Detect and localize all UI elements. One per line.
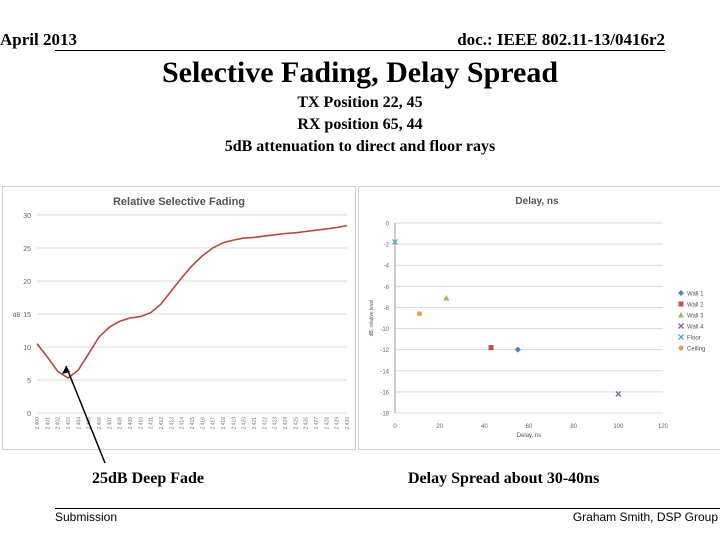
legend-marker (678, 345, 684, 351)
slide-title: Selective Fading, Delay Spread (161, 56, 559, 89)
chart-title: Relative Selective Fading (113, 196, 245, 208)
x-tick-label: 2.405 (87, 417, 93, 430)
x-tick-label: 40 (481, 424, 488, 430)
x-tick-label: 2.412 (159, 417, 165, 430)
delay-chart-panel: Delay, ns 0 -2 -4 -6 -8 -10 -12 -14 -16 -18 0 20 40 60… (358, 186, 720, 450)
x-axis-label: Delay, ns (517, 433, 542, 439)
caption-deep-fade: 25dB Deep Fade (92, 470, 204, 487)
legend-label: Floor (687, 336, 701, 342)
y-tick-label: 25 (23, 246, 31, 253)
chart-title: Delay, ns (515, 196, 559, 207)
x-tick-label: 2.402 (56, 417, 62, 430)
x-tick-label: 2.414 (180, 417, 186, 430)
legend-marker (678, 290, 684, 296)
x-tick-label: 2.425 (293, 417, 299, 430)
x-tick-label: 2.401 (45, 417, 51, 430)
x-tick-label: 2.403 (66, 417, 72, 430)
x-tick-label: 2.417 (211, 417, 217, 430)
x-tick-label: 2.430 (345, 417, 351, 430)
y-tick-label: 20 (23, 279, 31, 286)
y-tick-label: 5 (27, 378, 31, 385)
caption-delay-spread: Delay Spread about 30-40ns (408, 470, 600, 487)
point-wall-4 (615, 391, 622, 397)
point-floor (392, 239, 398, 245)
footer-author: Graham Smith, DSP Group (572, 510, 718, 524)
x-tick-label: 120 (658, 424, 669, 430)
y-tick-label: 10 (23, 345, 31, 352)
x-tick-label: 2.419 (231, 417, 237, 430)
fading-line (36, 224, 348, 379)
x-tick-label: 2.428 (324, 417, 330, 430)
y-tick-label: -12 (380, 348, 389, 354)
x-tick-label: 2.408 (118, 417, 124, 430)
point-wall-2 (488, 345, 494, 351)
x-tick-label: 20 (436, 424, 443, 430)
y-tick-label: -16 (380, 390, 389, 396)
x-tick-label: 80 (570, 424, 577, 430)
point-ceiling (417, 311, 423, 317)
legend-label: Wall 2 (687, 303, 704, 309)
legend-label: Ceiling (687, 347, 705, 353)
y-axis-label: dB (13, 313, 20, 319)
legend-label: Wall 1 (687, 292, 704, 298)
legend-marker (678, 312, 684, 318)
subtitle-attenuation: 5dB attenuation to direct and floor rays (224, 138, 496, 155)
y-tick-label: 15 (23, 312, 31, 319)
x-tick-label: 0 (393, 424, 397, 430)
y-tick-label: -10 (380, 327, 389, 333)
x-tick-label: 2.420 (242, 417, 248, 430)
x-tick-label: 2.421 (252, 417, 258, 430)
x-tick-label: 2.426 (304, 417, 310, 430)
x-tick-label: 2.413 (169, 417, 175, 430)
delay-chart: Delay, ns 0 -2 -4 -6 -8 -10 -12 -14 -16 -18 0 20 40 60… (369, 196, 705, 439)
legend-label: Wall 4 (687, 325, 704, 331)
y-tick-label: -4 (384, 264, 390, 270)
x-tick-label: 2.407 (107, 417, 113, 430)
point-wall-3 (443, 294, 450, 301)
x-tick-label: 100 (613, 424, 624, 430)
y-tick-label: -14 (380, 369, 389, 375)
header-date: April 2013 (0, 30, 77, 49)
subtitle-tx: TX Position 22, 45 (297, 94, 423, 111)
footer-submission: Submission (55, 510, 118, 524)
x-tick-label: 2.406 (97, 417, 103, 430)
legend-label: Wall 3 (687, 314, 704, 320)
y-tick-label: -6 (384, 285, 390, 291)
x-tick-label: 2.415 (190, 417, 196, 430)
x-tick-label: 2.416 (200, 417, 206, 430)
x-tick-label: 2.400 (35, 417, 41, 430)
y-tick-label: 0 (27, 411, 31, 418)
fading-chart-panel: Relative Selective Fading 0 5 10 15 20 25 30 dB 2… (2, 186, 356, 450)
legend-marker (678, 301, 684, 307)
x-tick-label: 2.429 (335, 417, 341, 430)
legend-marker (678, 334, 684, 340)
y-tick-label: 0 (386, 222, 390, 228)
header-doc-id: doc.: IEEE 802.11-13/0416r2 (457, 30, 665, 49)
header-rule (55, 50, 665, 51)
x-tick-label: 2.404 (76, 417, 82, 430)
x-tick-label: 2.424 (283, 417, 289, 430)
x-tick-label: 2.409 (128, 417, 134, 430)
y-axis-label: dB, relative level (369, 300, 375, 337)
x-tick-label: 2.427 (314, 417, 320, 430)
subtitle-rx: RX position 65, 44 (297, 116, 423, 133)
y-tick-label: 30 (23, 213, 31, 220)
x-tick-label: 2.411 (149, 417, 155, 429)
y-tick-label: -18 (380, 412, 389, 418)
point-wall-1 (514, 346, 521, 353)
y-tick-label: -8 (384, 306, 390, 312)
x-tick-label: 2.410 (138, 417, 144, 430)
y-tick-label: -2 (384, 243, 390, 249)
x-tick-label: 60 (526, 424, 533, 430)
x-tick-label: 2.422 (262, 417, 268, 430)
legend-marker (678, 323, 684, 329)
x-tick-label: 2.423 (273, 417, 279, 430)
footer-rule (55, 508, 720, 509)
x-tick-label: 2.418 (221, 417, 227, 430)
fading-chart: Relative Selective Fading 0 5 10 15 20 25 30 dB 2… (13, 196, 351, 430)
